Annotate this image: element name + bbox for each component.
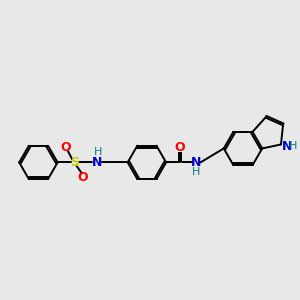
Text: H: H: [94, 147, 102, 157]
Text: H: H: [289, 141, 297, 151]
Text: S: S: [70, 156, 79, 169]
Text: N: N: [92, 156, 103, 169]
Text: N: N: [281, 140, 292, 152]
Text: O: O: [175, 141, 185, 154]
Text: O: O: [77, 171, 88, 184]
Text: H: H: [192, 167, 201, 177]
Text: O: O: [61, 141, 71, 154]
Text: N: N: [191, 156, 201, 169]
